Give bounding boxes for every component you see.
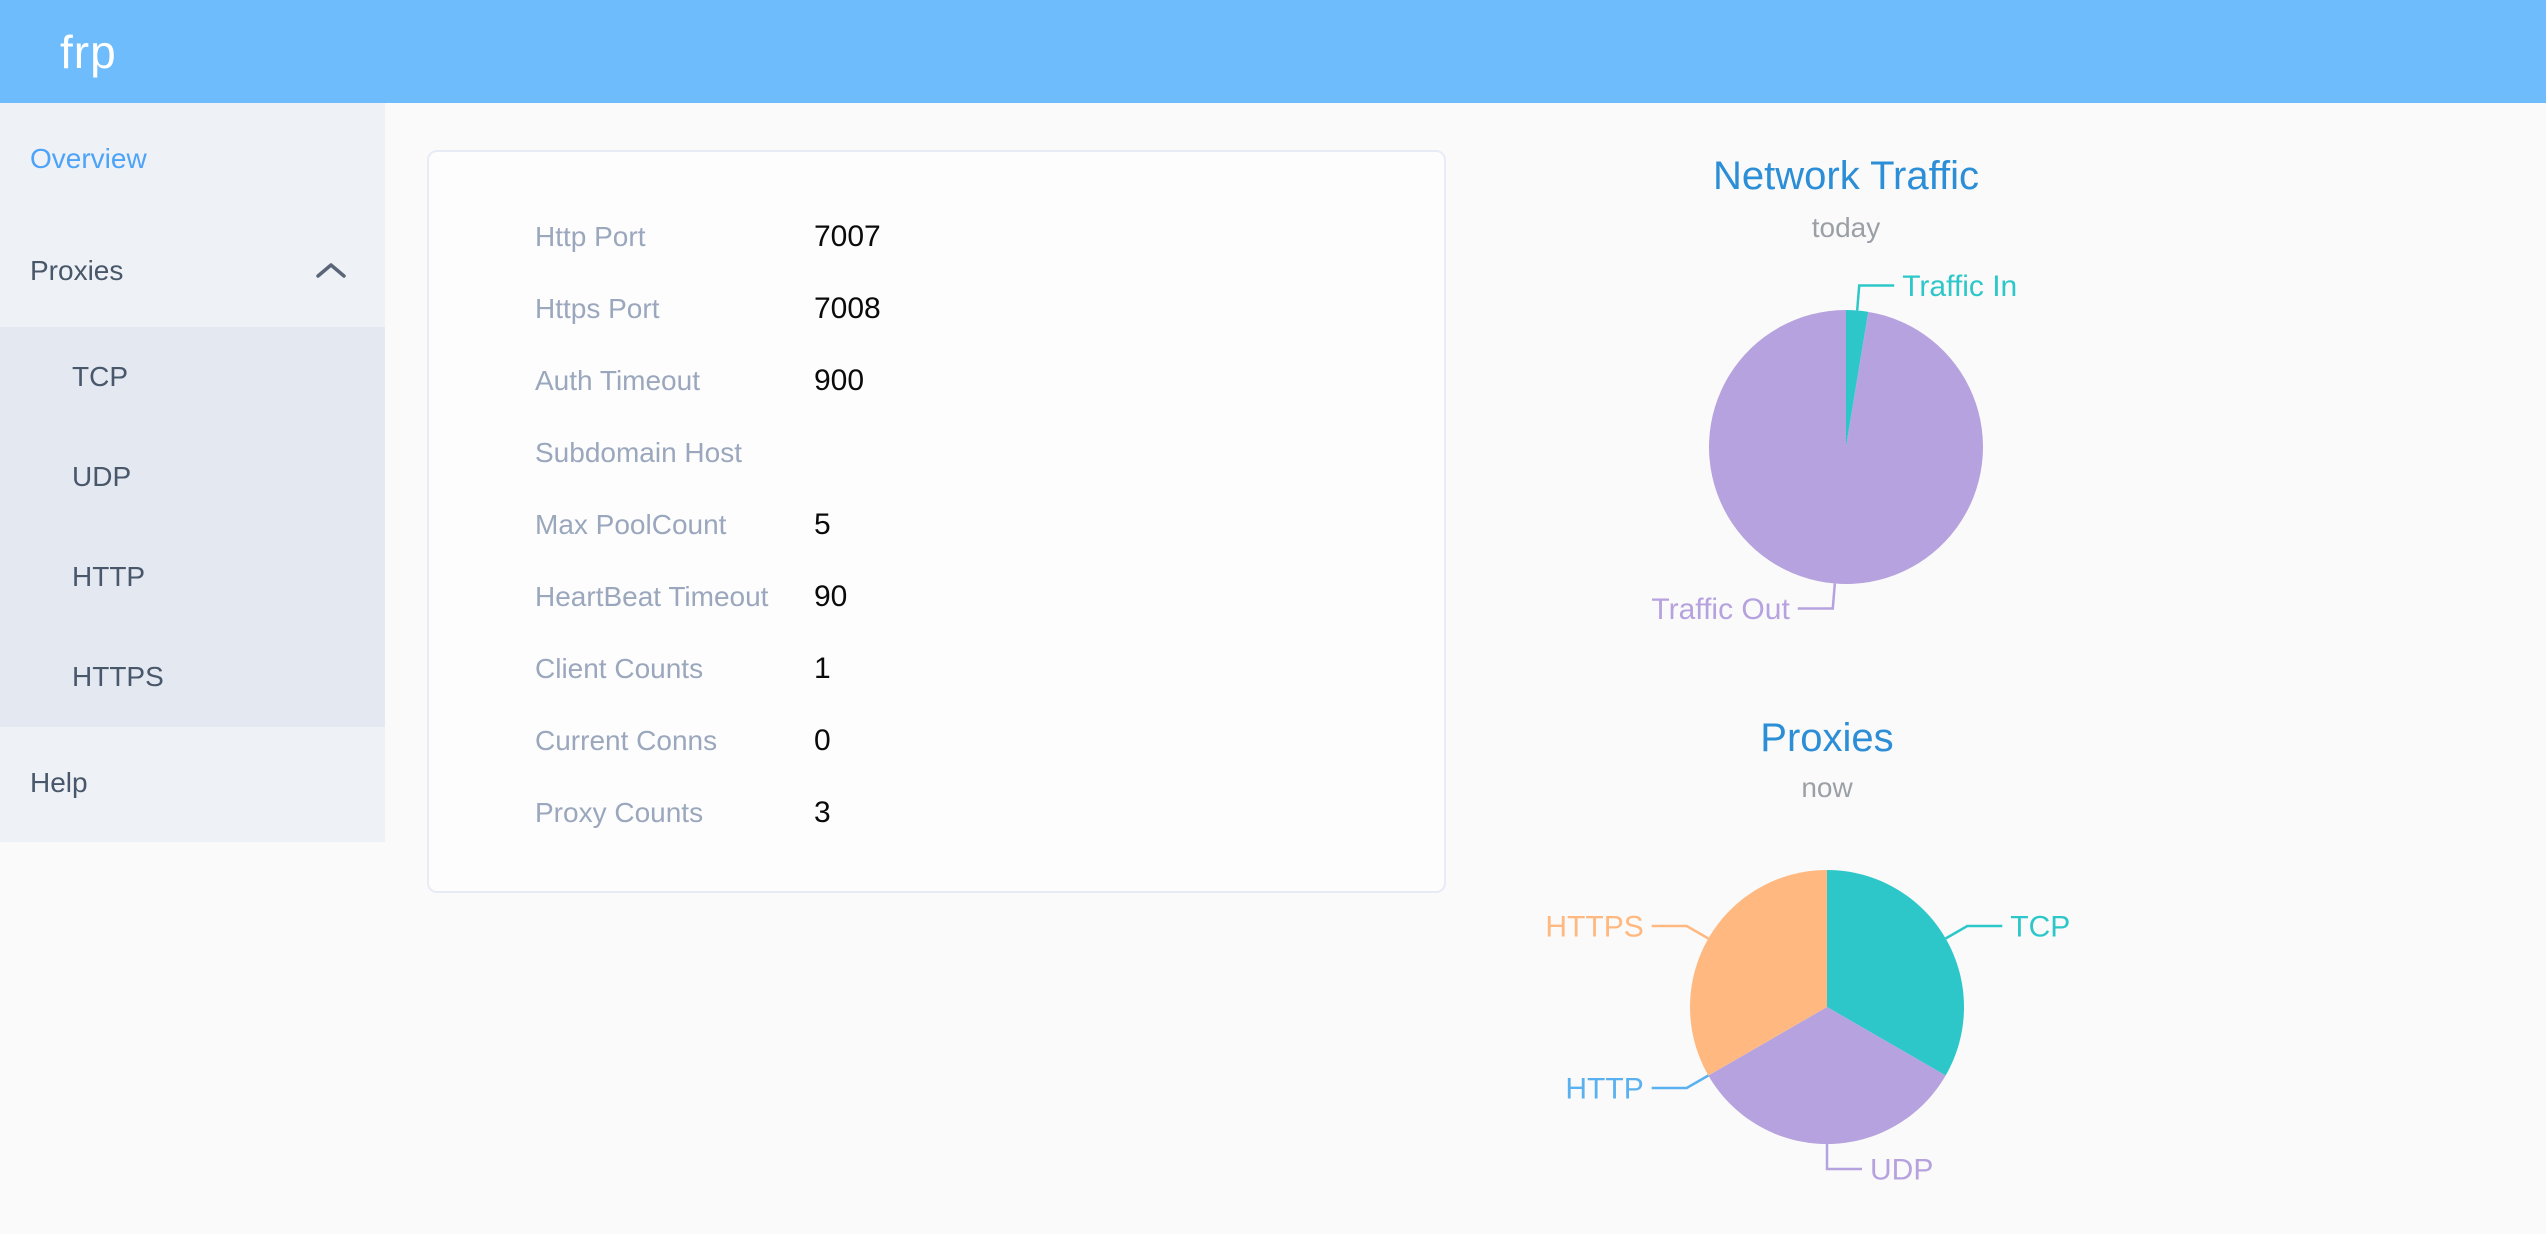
network-traffic-chart: Network Traffic today Traffic InTraffic …: [1651, 154, 2017, 626]
pie-leader-tcp: [1945, 924, 2003, 940]
sidebar: Overview Proxies TCP UDP HTTP HTTPS Help: [0, 103, 385, 842]
sidebar-item-label: Overview: [30, 143, 147, 174]
pie-label-udp: UDP: [1870, 1154, 1933, 1187]
config-label: Current Conns: [535, 725, 718, 756]
chevron-up-icon[interactable]: [314, 261, 348, 281]
pie-label-tcp: TCP: [2010, 911, 2070, 944]
pie-leader-http: [1651, 1074, 1709, 1090]
sidebar-item-proxies[interactable]: Proxies: [0, 215, 385, 327]
pie-slice-tcp: [1827, 870, 1964, 1076]
sidebar-item-label: UDP: [72, 461, 132, 492]
sidebar-item-label: HTTP: [72, 561, 146, 592]
pie-slice-traffic-in: [1846, 310, 1869, 447]
server-config-card: Http Port 7007 Https Port 7008 Auth Timeout 9…: [427, 150, 1446, 893]
config-value: 1: [814, 652, 831, 685]
server-config-list: Http Port 7007 Https Port 7008 Auth Timeout 9…: [429, 201, 1444, 849]
sidebar-item-label: TCP: [72, 361, 128, 392]
config-label: HeartBeat Timeout: [535, 581, 769, 612]
config-row: Auth Timeout 900: [429, 345, 1444, 417]
pie-label-https: HTTPS: [1545, 911, 1643, 944]
sidebar-item-udp[interactable]: UDP: [0, 427, 385, 527]
config-label: Proxy Counts: [535, 797, 704, 828]
chart-subtitle: today: [1812, 212, 1881, 243]
sidebar-item-https[interactable]: HTTPS: [0, 627, 385, 727]
config-value: 7007: [814, 220, 881, 253]
pie-label-http: HTTP: [1565, 1073, 1643, 1106]
config-value: 3: [814, 796, 831, 829]
sidebar-item-overview[interactable]: Overview: [0, 103, 385, 215]
config-row: Http Port 7007: [429, 201, 1444, 273]
pie-plot: Traffic In Traffic Out: [1651, 270, 2017, 626]
config-row: Https Port 7008: [429, 273, 1444, 345]
sidebar-item-help[interactable]: Help: [0, 727, 385, 839]
sidebar-submenu-proxies: TCP UDP HTTP HTTPS: [0, 327, 385, 727]
pie-leader-traffic-out: [1797, 583, 1837, 610]
config-row: Proxy Counts 3: [429, 777, 1444, 849]
config-value: 0: [814, 724, 831, 757]
pie-leader-https: [1651, 924, 1709, 940]
sidebar-item-tcp[interactable]: TCP: [0, 327, 385, 427]
header-bar: frp: [0, 0, 2546, 103]
config-row: Client Counts 1: [429, 633, 1444, 705]
chart-title: Proxies: [1760, 716, 1893, 760]
chart-title: Network Traffic: [1713, 154, 1979, 198]
config-row: Current Conns 0: [429, 705, 1444, 777]
config-label: Client Counts: [535, 653, 704, 684]
config-value: 5: [814, 508, 831, 541]
config-value: 900: [814, 364, 865, 397]
config-label: Https Port: [535, 293, 660, 324]
proxies-chart: Proxies now TCP UDP HTTP HTTPS: [1545, 716, 2070, 1187]
sidebar-item-label: Proxies: [30, 255, 124, 286]
config-label: Max PoolCount: [535, 509, 727, 540]
pie-slice-https: [1690, 870, 1827, 1076]
config-value: 90: [814, 580, 848, 613]
pie-label-traffic-in: Traffic In: [1902, 270, 2017, 303]
sidebar-item-http[interactable]: HTTP: [0, 527, 385, 627]
sidebar-item-label: HTTPS: [72, 661, 164, 692]
config-label: Auth Timeout: [535, 365, 700, 396]
app-logo: frp: [60, 25, 117, 78]
pie-plot: TCP UDP HTTP HTTPS: [1545, 870, 2070, 1187]
chart-subtitle: now: [1801, 772, 1853, 803]
sidebar-item-label: Help: [30, 767, 88, 798]
config-label: Subdomain Host: [535, 437, 743, 468]
pie-leader-traffic-in: [1855, 284, 1895, 311]
pie-slice-udp: [1708, 1007, 1946, 1144]
pie-leader-udp: [1825, 1144, 1862, 1171]
config-label: Http Port: [535, 221, 646, 252]
config-row: HeartBeat Timeout 90: [429, 561, 1444, 633]
config-row: Max PoolCount 5: [429, 489, 1444, 561]
pie-label-traffic-out: Traffic Out: [1651, 593, 1790, 626]
pie-slice-traffic-out: [1709, 310, 1983, 584]
config-row: Subdomain Host: [429, 417, 1444, 489]
config-value: 7008: [814, 292, 881, 325]
